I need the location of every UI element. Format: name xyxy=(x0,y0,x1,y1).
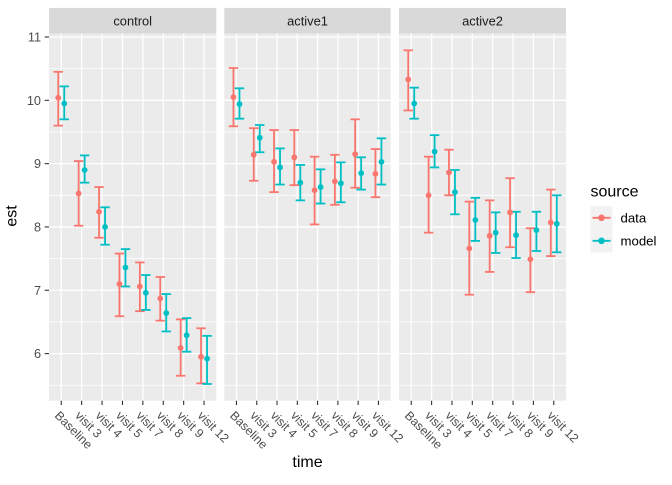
svg-text:11: 11 xyxy=(28,31,41,45)
svg-text:time: time xyxy=(292,454,322,471)
svg-text:est: est xyxy=(4,205,21,227)
svg-text:source: source xyxy=(591,183,639,200)
svg-text:active2: active2 xyxy=(462,14,503,29)
svg-text:control: control xyxy=(113,14,152,29)
svg-text:data: data xyxy=(621,210,647,225)
svg-text:active1: active1 xyxy=(287,14,328,29)
svg-text:7: 7 xyxy=(34,284,41,298)
svg-text:10: 10 xyxy=(27,94,41,108)
svg-text:8: 8 xyxy=(34,220,41,234)
svg-text:model: model xyxy=(621,233,657,248)
svg-text:9: 9 xyxy=(34,157,41,171)
svg-text:6: 6 xyxy=(34,347,41,361)
